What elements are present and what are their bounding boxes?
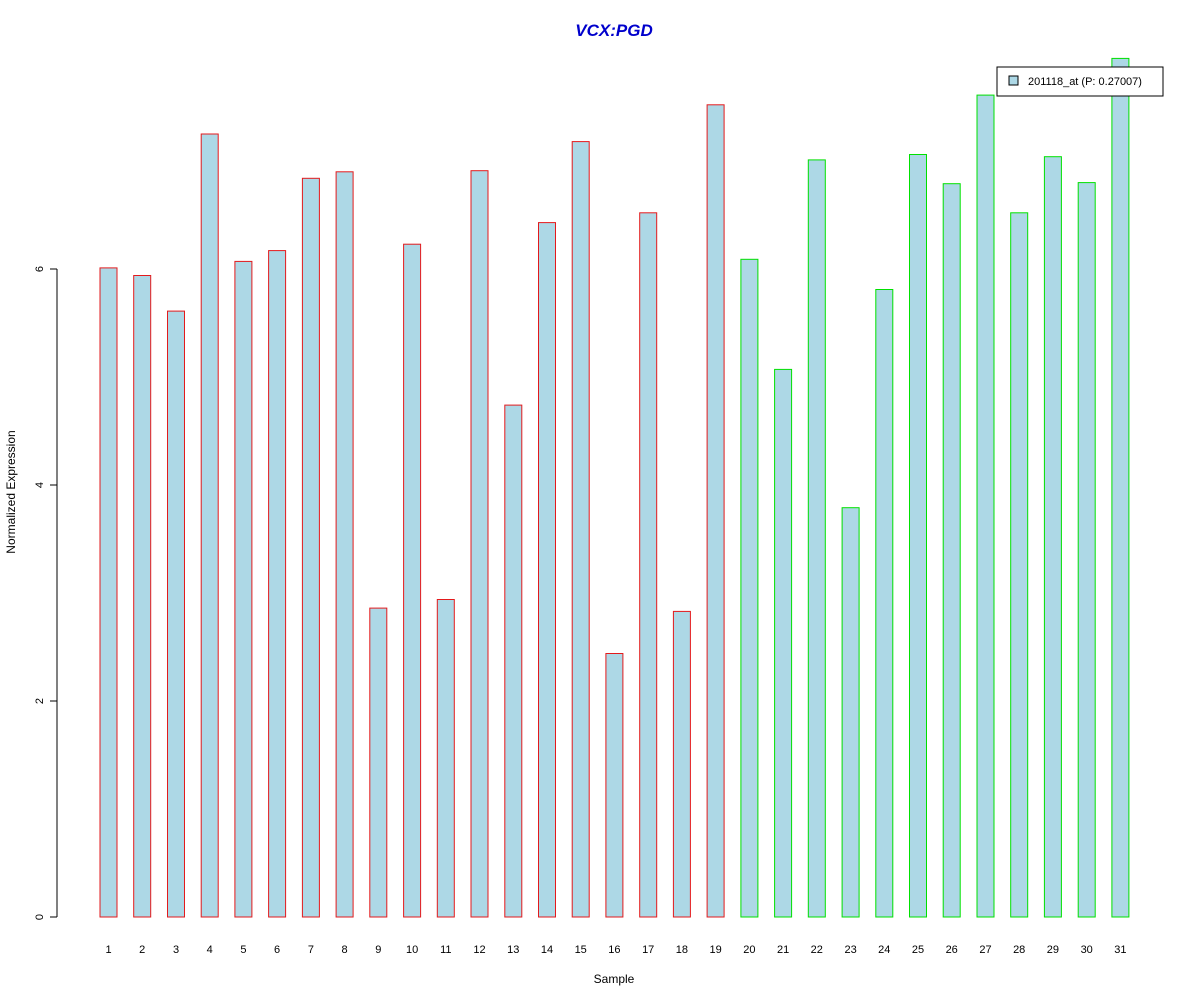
bar-sample-31 xyxy=(1111,57,1130,918)
x-tick-label: 28 xyxy=(1013,944,1025,956)
bar-sample-23 xyxy=(841,507,860,918)
x-tick-label: 30 xyxy=(1081,944,1093,956)
x-tick-label: 4 xyxy=(207,944,213,956)
x-tick-label: 9 xyxy=(375,944,381,956)
bar-sample-1 xyxy=(99,267,118,918)
legend-box xyxy=(996,66,1164,97)
x-tick-label: 2 xyxy=(139,944,145,956)
y-axis-label: Normalized Expression xyxy=(4,430,18,553)
bar-sample-30 xyxy=(1077,182,1096,918)
bar-sample-10 xyxy=(403,243,422,918)
x-axis-tick-labels: 1 2 3 4 5 6 7 8 9 10 11 12 13 14 15 16 17 18 19 20 21 22 23 24 2… xyxy=(105,944,1126,956)
x-axis-label: Sample xyxy=(594,972,635,986)
x-tick-label: 31 xyxy=(1114,944,1126,956)
x-tick-label: 25 xyxy=(912,944,924,956)
legend-label: 201118_at (P: 0.27007) xyxy=(1028,76,1142,88)
x-tick-label: 5 xyxy=(240,944,246,956)
bar-sample-9 xyxy=(369,607,388,918)
bar-sample-18 xyxy=(672,610,691,918)
x-tick-label: 20 xyxy=(743,944,755,956)
y-tick-label: 4 xyxy=(34,482,46,488)
x-tick-label: 10 xyxy=(406,944,418,956)
bar-series xyxy=(99,57,1130,918)
x-tick-label: 18 xyxy=(676,944,688,956)
bar-sample-3 xyxy=(167,310,185,918)
bar-sample-17 xyxy=(639,212,658,918)
x-tick-label: 12 xyxy=(473,944,485,956)
bar-sample-2 xyxy=(133,275,152,918)
x-tick-label: 23 xyxy=(844,944,856,956)
bar-sample-20 xyxy=(740,258,759,918)
x-tick-label: 15 xyxy=(575,944,587,956)
bar-sample-15 xyxy=(571,141,590,918)
x-tick-label: 3 xyxy=(173,944,179,956)
x-tick-label: 19 xyxy=(709,944,721,956)
bar-sample-13 xyxy=(504,404,523,918)
bar-sample-5 xyxy=(234,260,253,918)
bar-sample-27 xyxy=(976,94,995,918)
x-tick-label: 7 xyxy=(308,944,314,956)
x-tick-label: 16 xyxy=(608,944,620,956)
y-tick-label: 0 xyxy=(34,914,46,920)
bar-sample-22 xyxy=(807,159,826,918)
x-tick-label: 21 xyxy=(777,944,789,956)
x-tick-label: 13 xyxy=(507,944,519,956)
bar-sample-29 xyxy=(1043,156,1062,918)
chart-title: VCX:PGD xyxy=(575,21,652,40)
bar-sample-8 xyxy=(335,171,354,918)
x-tick-label: 29 xyxy=(1047,944,1059,956)
x-tick-label: 26 xyxy=(946,944,958,956)
bar-sample-28 xyxy=(1010,212,1029,918)
y-tick-label: 6 xyxy=(34,266,46,272)
legend: 201118_at (P: 0.27007) xyxy=(996,66,1164,97)
bar-sample-16 xyxy=(605,653,624,918)
x-tick-label: 8 xyxy=(342,944,348,956)
bar-sample-12 xyxy=(470,170,489,918)
bar-sample-14 xyxy=(538,222,556,918)
x-tick-label: 24 xyxy=(878,944,890,956)
x-tick-label: 27 xyxy=(979,944,991,956)
y-tick-label: 2 xyxy=(34,698,46,704)
bar-sample-11 xyxy=(436,599,455,918)
bar-sample-26 xyxy=(942,183,961,918)
bar-sample-6 xyxy=(268,250,287,918)
bar-sample-24 xyxy=(875,289,894,918)
x-tick-label: 6 xyxy=(274,944,280,956)
y-axis: 0 2 4 6 xyxy=(34,266,58,920)
bar-sample-4 xyxy=(200,133,219,918)
x-tick-label: 1 xyxy=(105,944,111,956)
legend-swatch xyxy=(1008,75,1019,86)
x-tick-label: 14 xyxy=(541,944,553,956)
bar-sample-7 xyxy=(301,177,320,918)
bar-sample-19 xyxy=(706,104,725,918)
bar-sample-21 xyxy=(774,368,793,918)
bar-sample-25 xyxy=(909,154,927,918)
x-tick-label: 17 xyxy=(642,944,654,956)
x-tick-label: 22 xyxy=(811,944,823,956)
x-tick-label: 11 xyxy=(440,944,451,956)
